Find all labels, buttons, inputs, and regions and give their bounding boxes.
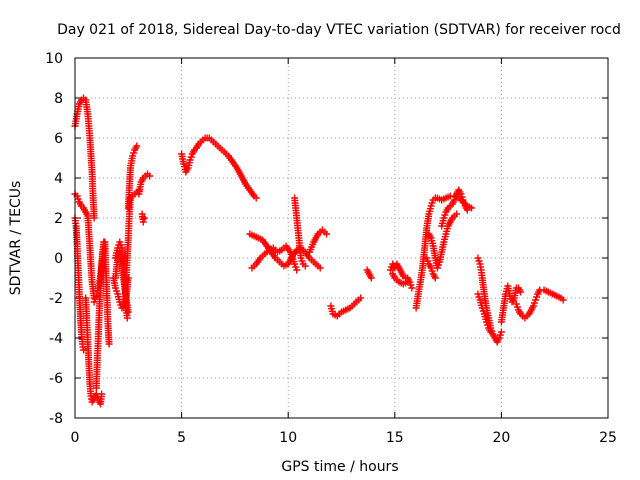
data-point (453, 210, 461, 218)
data-point (98, 390, 106, 398)
chart-title: Day 021 of 2018, Sidereal Day-to-day VTE… (57, 22, 621, 38)
data-point (105, 340, 113, 348)
y-tick-label: -8 (49, 411, 63, 427)
x-tick-label: 10 (279, 430, 297, 446)
data-point (293, 266, 301, 274)
x-tick-label: 20 (492, 430, 510, 446)
data-point (404, 278, 412, 286)
data-point (80, 346, 88, 354)
y-tick-label: -4 (49, 331, 63, 347)
y-tick-label: 8 (54, 91, 63, 107)
plot-frame (74, 57, 609, 419)
data-point (408, 284, 416, 292)
y-tick-label: -2 (49, 291, 63, 307)
y-axis-label: SDTVAR / TECUs (8, 181, 24, 296)
x-tick-label: 15 (386, 430, 404, 446)
data-point (431, 274, 439, 282)
data-point (146, 172, 154, 180)
y-tick-labels: -8 -6 -4 -2 0 2 4 6 8 10 (45, 51, 63, 427)
data-point (139, 218, 147, 226)
data-point (463, 206, 471, 214)
y-tick-label: 6 (54, 131, 63, 147)
data-point (140, 214, 148, 222)
y-tick-label: 2 (54, 211, 63, 227)
data-point (90, 214, 98, 222)
x-axis-label: GPS time / hours (281, 459, 398, 475)
data-point (517, 288, 525, 296)
x-tick-label: 25 (599, 430, 617, 446)
grid-lines (75, 58, 608, 418)
y-tick-label: 4 (54, 171, 63, 187)
data-point (559, 296, 567, 304)
y-tick-label: 0 (54, 251, 63, 267)
data-point (323, 230, 331, 238)
data-points (71, 94, 567, 408)
data-point (301, 262, 309, 270)
y-tick-label: 10 (45, 51, 63, 67)
data-point (497, 328, 505, 336)
data-point (123, 314, 131, 322)
data-point (316, 264, 324, 272)
data-point (367, 274, 375, 282)
data-point (252, 194, 260, 202)
x-tick-label: 5 (177, 430, 186, 446)
x-tick-labels: 0 5 10 15 20 25 (71, 430, 617, 446)
data-point (133, 142, 141, 150)
data-point (487, 328, 495, 336)
y-tick-label: -6 (49, 371, 63, 387)
axis-ticks (74, 57, 609, 419)
data-point (357, 294, 365, 302)
x-tick-label: 0 (71, 430, 80, 446)
